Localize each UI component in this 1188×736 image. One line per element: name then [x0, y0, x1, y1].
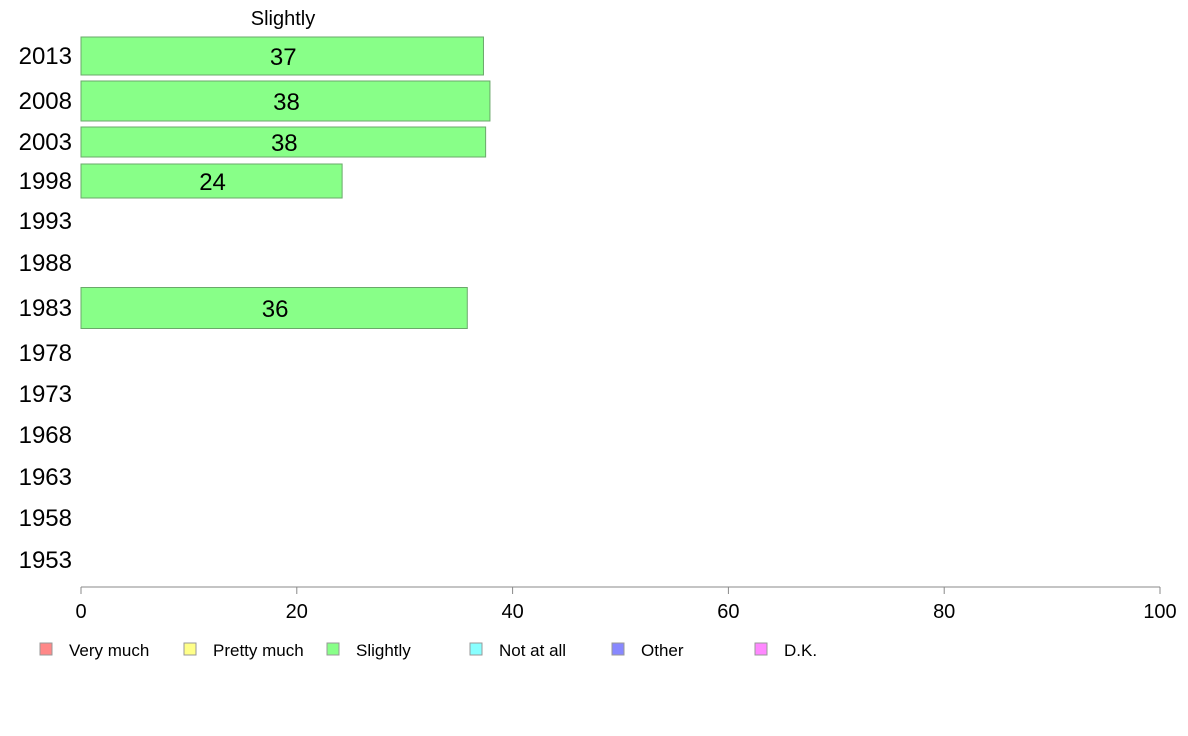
bar-2008: [80, 80, 491, 122]
y-axis-tick-labels: 2013 2008 2003 1998 1993 1988 1983 1978 1973 1968…: [19, 43, 72, 574]
legend-swatch: [611, 642, 625, 656]
legend-swatch: [326, 642, 340, 656]
bar-value-label: 38: [273, 89, 300, 116]
x-tick-label: 100: [1143, 601, 1176, 623]
bar-2003: [80, 126, 487, 158]
legend-label: Very much: [69, 641, 149, 660]
column-title: Slightly: [251, 8, 315, 30]
legend-swatch: [39, 642, 53, 656]
legend-item: D.K.: [754, 641, 817, 660]
bar-value-label: 37: [270, 44, 297, 71]
x-tick-label: 80: [933, 601, 955, 623]
legend-label: Other: [641, 641, 684, 660]
legend: Very much Pretty much Slightly Not at all Ot…: [39, 641, 817, 660]
y-tick-label: 1983: [19, 295, 72, 322]
y-tick-label: 1958: [19, 505, 72, 532]
y-tick-label: 2013: [19, 43, 72, 70]
legend-item: Not at all: [469, 641, 566, 660]
y-tick-label: 1963: [19, 464, 72, 491]
y-tick-label: 1978: [19, 340, 72, 367]
legend-label: Not at all: [499, 641, 566, 660]
legend-item: Other: [611, 641, 684, 660]
x-tick-label: 40: [501, 601, 523, 623]
y-tick-label: 2003: [19, 129, 72, 156]
bar-value-label: 24: [199, 169, 226, 196]
bar-value-label: 38: [271, 130, 298, 157]
legend-item: Slightly: [326, 641, 411, 660]
y-tick-label: 2008: [19, 88, 72, 115]
y-tick-label: 1993: [19, 208, 72, 235]
bar-1983: [80, 287, 468, 329]
legend-swatch: [469, 642, 483, 656]
legend-label: Pretty much: [213, 641, 304, 660]
x-axis: 0 20 40 60 80 100: [75, 586, 1177, 623]
legend-label: Slightly: [356, 641, 411, 660]
y-tick-label: 1973: [19, 381, 72, 408]
legend-swatch: [183, 642, 197, 656]
bar-value-label: 36: [262, 296, 289, 323]
y-tick-label: 1953: [19, 547, 72, 574]
x-tick-label: 0: [75, 601, 86, 623]
bar-1998: [80, 163, 343, 199]
y-tick-label: 1988: [19, 250, 72, 277]
bars: 37 38 38 24 36: [80, 36, 491, 329]
y-tick-label: 1998: [19, 168, 72, 195]
legend-item: Pretty much: [183, 641, 304, 660]
y-tick-label: 1968: [19, 422, 72, 449]
legend-item: Very much: [39, 641, 149, 660]
x-tick-label: 20: [286, 601, 308, 623]
bar-2013: [80, 36, 484, 76]
legend-label: D.K.: [784, 641, 817, 660]
x-tick-label: 60: [717, 601, 739, 623]
legend-swatch: [754, 642, 768, 656]
